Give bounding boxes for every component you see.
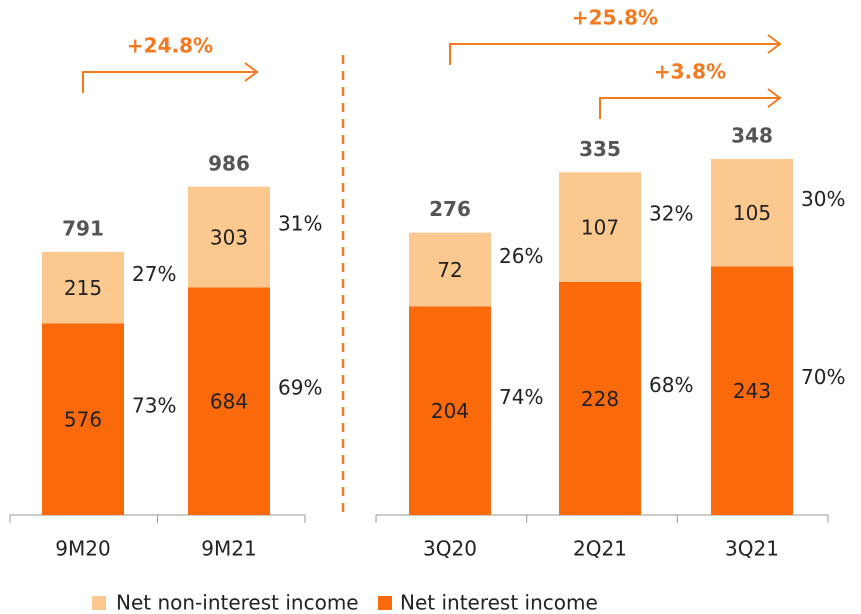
arrow-head: [767, 88, 782, 108]
growth-label: +24.8%: [127, 34, 213, 58]
share-label: 74%: [499, 385, 543, 409]
bar-segment: [711, 266, 793, 515]
total-label: 791: [62, 216, 104, 240]
arrow-head: [767, 34, 782, 54]
total-label: 986: [208, 152, 250, 176]
x-tick-label: 9M20: [55, 537, 110, 561]
bar-segment: [559, 172, 641, 282]
share-label: 32%: [649, 202, 693, 226]
bar-segment: [188, 186, 270, 288]
bar-segment: [42, 323, 124, 515]
value-label: 684: [210, 390, 248, 414]
total-label: 348: [731, 124, 773, 148]
x-tick-label: 9M21: [201, 537, 256, 561]
growth-arrow: [599, 97, 780, 119]
bar-segment: [42, 251, 124, 324]
legend-label: Net non-interest income: [116, 591, 359, 614]
total-label: 335: [579, 137, 621, 161]
share-label: 30%: [801, 187, 845, 211]
x-tick-label: 3Q20: [423, 537, 477, 561]
value-label: 243: [733, 379, 771, 403]
bar-segment: [188, 287, 270, 515]
growth-arrow: [449, 43, 780, 65]
value-label: 204: [431, 399, 469, 423]
share-label: 31%: [278, 212, 322, 236]
legend-swatch: [378, 596, 392, 610]
bar-segment: [559, 281, 641, 515]
value-label: 105: [733, 201, 771, 225]
growth-arrow: [82, 71, 257, 93]
share-label: 68%: [649, 373, 693, 397]
value-label: 576: [64, 408, 102, 432]
value-label: 72: [437, 258, 462, 282]
arrow-head: [244, 62, 259, 82]
value-label: 228: [581, 387, 619, 411]
growth-label: +3.8%: [654, 60, 726, 84]
value-label: 215: [64, 276, 102, 300]
growth-label: +25.8%: [572, 6, 658, 30]
share-label: 27%: [132, 262, 176, 286]
value-label: 303: [210, 226, 248, 250]
share-label: 70%: [801, 365, 845, 389]
bar-segment: [409, 306, 491, 515]
x-tick-label: 2Q21: [573, 537, 627, 561]
bar-segment: [409, 232, 491, 307]
legend-swatch: [92, 596, 106, 610]
total-label: 276: [429, 197, 471, 221]
bar-segment: [711, 159, 793, 267]
x-tick-label: 3Q21: [725, 537, 779, 561]
share-label: 69%: [278, 376, 322, 400]
share-label: 73%: [132, 394, 176, 418]
share-label: 26%: [499, 244, 543, 268]
legend-label: Net interest income: [400, 591, 598, 614]
value-label: 107: [581, 216, 619, 240]
